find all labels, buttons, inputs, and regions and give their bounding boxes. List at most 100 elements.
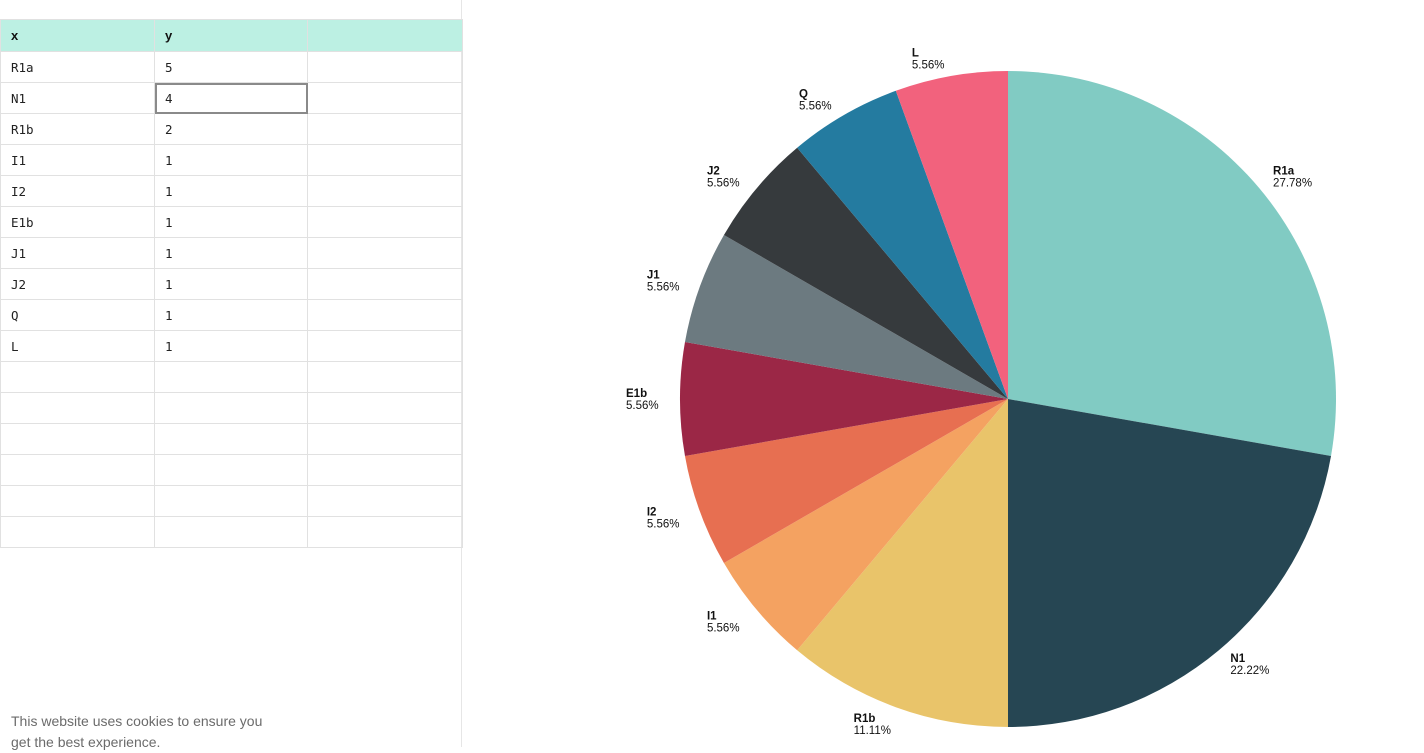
table-cell[interactable]: 1 bbox=[154, 144, 308, 176]
column-header-y[interactable]: y bbox=[154, 19, 308, 52]
data-table: x y R1a 5 N1 4 R1b 2 I1 1 I2 1 E1b 1 J1 1 J2 1 Q 1 L 1 bbox=[0, 19, 463, 548]
pie-label-percent: 27.78% bbox=[1273, 178, 1312, 190]
table-cell[interactable]: J1 bbox=[0, 237, 155, 269]
table-cell-empty[interactable] bbox=[0, 485, 155, 517]
table-row-empty bbox=[0, 361, 463, 393]
pie-slice-i2[interactable] bbox=[684, 399, 1008, 563]
pie-label-name: R1a bbox=[1273, 166, 1295, 178]
table-row: N1 4 bbox=[0, 82, 463, 114]
pie-slice-i1[interactable] bbox=[723, 399, 1008, 651]
pie-slices bbox=[680, 71, 1336, 727]
table-cell[interactable]: L bbox=[0, 330, 155, 362]
column-header-x[interactable]: x bbox=[0, 19, 155, 52]
pie-label-name: E1b bbox=[626, 388, 647, 400]
table-cell-empty[interactable] bbox=[0, 361, 155, 393]
table-cell[interactable] bbox=[307, 206, 463, 238]
table-cell[interactable]: 1 bbox=[154, 175, 308, 207]
table-row: J2 1 bbox=[0, 268, 463, 300]
table-cell-empty[interactable] bbox=[0, 423, 155, 455]
table-cell[interactable]: I1 bbox=[0, 144, 155, 176]
table-cell-selected[interactable]: 4 bbox=[154, 82, 308, 114]
table-cell[interactable]: R1b bbox=[0, 113, 155, 145]
table-cell-empty[interactable] bbox=[307, 485, 463, 517]
table-header-row: x y bbox=[0, 19, 463, 52]
table-row: E1b 1 bbox=[0, 206, 463, 238]
table-row-empty bbox=[0, 423, 463, 455]
pie-label-percent: 5.56% bbox=[647, 518, 680, 530]
table-cell-empty[interactable] bbox=[307, 423, 463, 455]
table-cell[interactable] bbox=[307, 51, 463, 83]
table-cell[interactable] bbox=[307, 113, 463, 145]
pie-label-name: L bbox=[912, 47, 919, 59]
table-cell[interactable]: 1 bbox=[154, 206, 308, 238]
pie-labels: R1a27.78%N122.22%R1b11.11%I15.56%I25.56%… bbox=[626, 47, 1312, 737]
column-header-extra[interactable] bbox=[307, 19, 463, 52]
table-row-empty bbox=[0, 454, 463, 486]
table-cell[interactable]: 2 bbox=[154, 113, 308, 145]
table-cell-empty[interactable] bbox=[154, 392, 308, 424]
table-cell[interactable]: 5 bbox=[154, 51, 308, 83]
table-row-empty bbox=[0, 516, 463, 548]
table-cell-empty[interactable] bbox=[0, 516, 155, 548]
table-cell-empty[interactable] bbox=[154, 423, 308, 455]
table-cell[interactable] bbox=[307, 82, 463, 114]
pie-label-name: N1 bbox=[1230, 653, 1245, 665]
table-cell[interactable]: 1 bbox=[154, 268, 308, 300]
pie-chart: R1a27.78%N122.22%R1b11.11%I15.56%I25.56%… bbox=[626, 47, 1336, 737]
pie-slice-j1[interactable] bbox=[684, 235, 1008, 399]
pie-label-percent: 5.56% bbox=[707, 622, 740, 634]
pie-label-percent: 5.56% bbox=[799, 100, 832, 112]
table-cell[interactable] bbox=[307, 237, 463, 269]
table-row-empty bbox=[0, 485, 463, 517]
table-cell[interactable]: J2 bbox=[0, 268, 155, 300]
table-row: R1b 2 bbox=[0, 113, 463, 145]
pie-label-name: Q bbox=[799, 88, 808, 100]
table-cell-empty[interactable] bbox=[154, 516, 308, 548]
pie-label-name: J1 bbox=[647, 270, 660, 282]
pie-slice-r1b[interactable] bbox=[797, 399, 1008, 727]
table-cell[interactable] bbox=[307, 330, 463, 362]
table-cell[interactable]: 1 bbox=[154, 299, 308, 331]
pie-label-percent: 11.11% bbox=[854, 725, 891, 737]
pie-label-name: I2 bbox=[647, 506, 657, 518]
table-cell-empty[interactable] bbox=[154, 485, 308, 517]
table-cell[interactable]: 1 bbox=[154, 237, 308, 269]
table-cell[interactable] bbox=[307, 144, 463, 176]
pie-slice-n1[interactable] bbox=[1008, 399, 1332, 727]
pie-slice-q[interactable] bbox=[797, 90, 1008, 399]
table-cell[interactable] bbox=[307, 299, 463, 331]
table-cell[interactable] bbox=[307, 268, 463, 300]
pie-label-name: R1b bbox=[854, 713, 876, 725]
table-row: I2 1 bbox=[0, 175, 463, 207]
table-cell-empty[interactable] bbox=[307, 454, 463, 486]
table-cell-empty[interactable] bbox=[154, 361, 308, 393]
table-row: J1 1 bbox=[0, 237, 463, 269]
table-cell[interactable]: E1b bbox=[0, 206, 155, 238]
table-cell-empty[interactable] bbox=[0, 392, 155, 424]
pie-label-percent: 5.56% bbox=[707, 178, 740, 190]
pie-label-percent: 5.56% bbox=[626, 400, 659, 412]
pie-label-percent: 5.56% bbox=[912, 59, 945, 71]
table-cell[interactable]: R1a bbox=[0, 51, 155, 83]
pie-label-percent: 5.56% bbox=[647, 282, 680, 294]
table-row: I1 1 bbox=[0, 144, 463, 176]
table-cell[interactable]: I2 bbox=[0, 175, 155, 207]
table-cell-empty[interactable] bbox=[0, 454, 155, 486]
pie-label-percent: 22.22% bbox=[1230, 665, 1269, 677]
pie-label-name: J2 bbox=[707, 166, 720, 178]
table-cell[interactable]: 1 bbox=[154, 330, 308, 362]
table-cell[interactable]: N1 bbox=[0, 82, 155, 114]
pie-slice-j2[interactable] bbox=[723, 147, 1008, 399]
table-cell-empty[interactable] bbox=[307, 361, 463, 393]
table-row: R1a 5 bbox=[0, 51, 463, 83]
table-cell-empty[interactable] bbox=[307, 516, 463, 548]
table-cell[interactable] bbox=[307, 175, 463, 207]
pie-slice-r1a[interactable] bbox=[1008, 71, 1336, 456]
table-cell[interactable]: Q bbox=[0, 299, 155, 331]
pie-slice-e1b[interactable] bbox=[680, 342, 1008, 456]
table-cell-empty[interactable] bbox=[307, 392, 463, 424]
table-cell-empty[interactable] bbox=[154, 454, 308, 486]
pie-slice-l[interactable] bbox=[895, 71, 1008, 399]
